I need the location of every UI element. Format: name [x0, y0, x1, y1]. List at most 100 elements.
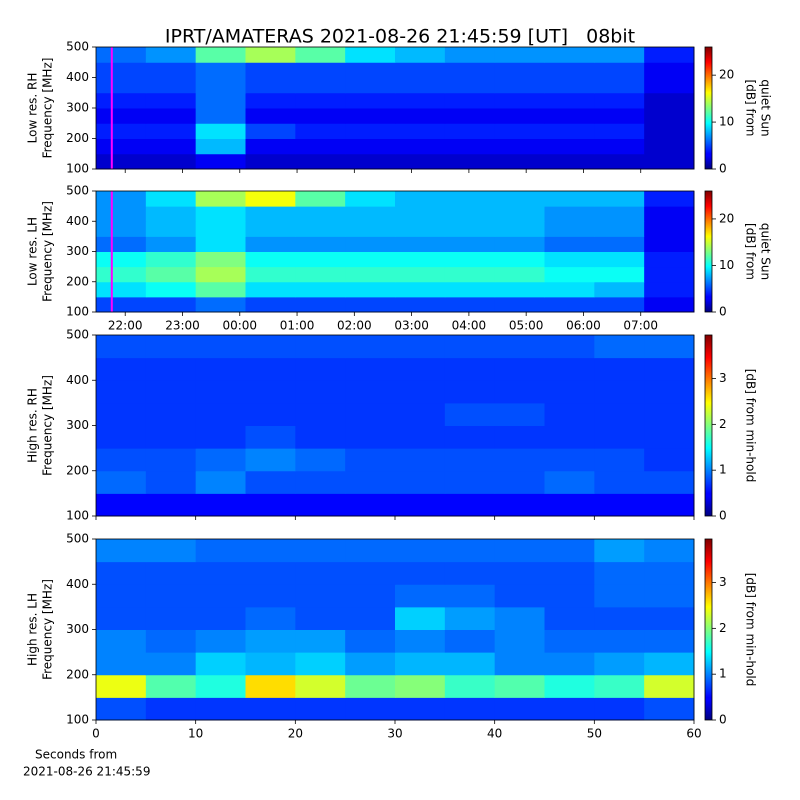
heat-cell: [494, 191, 545, 207]
heat-cell: [195, 674, 246, 698]
heat-cell: [594, 425, 645, 449]
y-tick-label: 300: [66, 418, 89, 432]
heat-cell: [145, 47, 197, 63]
heat-cell: [395, 62, 446, 78]
heat-cell: [345, 629, 396, 653]
heat-cell: [96, 62, 147, 78]
heat-cell: [544, 138, 595, 155]
heat-cell: [544, 674, 595, 698]
heat-cell: [295, 380, 346, 404]
heat-cell: [395, 251, 446, 268]
heat-cell: [96, 380, 147, 404]
heat-cell: [594, 448, 645, 472]
colorbar-label: [dB] from min-hold: [744, 573, 758, 687]
heat-cell: [644, 47, 695, 63]
heat-cell: [145, 561, 197, 585]
heat-cell: [544, 425, 595, 449]
heat-cell: [444, 153, 496, 170]
heat-cell: [494, 123, 545, 139]
heat-cell: [345, 425, 396, 449]
heat-cell: [644, 266, 695, 283]
heat-cell: [544, 493, 595, 517]
heat-cell: [544, 62, 595, 78]
heat-cell: [96, 236, 147, 252]
heat-cell: [96, 221, 147, 237]
heat-cell: [494, 236, 545, 252]
heat-cell: [494, 425, 545, 449]
heat-cell: [195, 123, 246, 139]
heat-cell: [444, 380, 496, 404]
heat-cell: [594, 138, 645, 155]
heat-cell: [544, 584, 595, 608]
heat-cell: [345, 584, 396, 608]
heat-cell: [395, 629, 446, 653]
heat-cell: [295, 652, 346, 676]
heat-cell: [295, 206, 346, 222]
heat-cell: [145, 402, 197, 426]
heat-cell: [145, 674, 197, 698]
heat-cell: [444, 448, 496, 472]
heat-cell: [345, 652, 396, 676]
heat-cell: [444, 493, 496, 517]
heat-cell: [395, 674, 446, 698]
heat-cell: [544, 380, 595, 404]
heat-cell: [145, 236, 197, 252]
heat-cell: [544, 296, 595, 313]
heat-cell: [96, 138, 147, 155]
heat-cell: [544, 92, 595, 109]
heat-cell: [594, 206, 645, 222]
heat-cell: [494, 92, 545, 109]
heat-cell: [245, 402, 296, 426]
heat-cell: [96, 335, 147, 359]
x-tick-label: 07:00: [623, 319, 658, 333]
heat-cell: [195, 606, 246, 630]
colorbar-tick-label: 0: [719, 305, 727, 319]
heat-cell: [295, 606, 346, 630]
heat-cell: [145, 448, 197, 472]
y-tick-label: 300: [66, 101, 89, 115]
heat-cell: [295, 47, 346, 63]
heat-cell: [145, 77, 197, 94]
heat-cell: [195, 539, 246, 563]
heat-cell: [395, 296, 446, 313]
heat-cell: [494, 448, 545, 472]
colorbar: [704, 334, 713, 517]
heat-cell: [594, 584, 645, 608]
heat-cell: [594, 629, 645, 653]
heat-cell: [395, 92, 446, 109]
heat-cell: [345, 108, 396, 124]
y-axis-label: High res. LH: [26, 593, 40, 666]
colorbar-tick-label: 10: [719, 258, 734, 272]
heat-cell: [295, 402, 346, 426]
heat-cell: [494, 108, 545, 124]
heat-cell: [644, 606, 695, 630]
heat-cell: [295, 191, 346, 207]
heat-cell: [145, 206, 197, 222]
y-axis-label: Low res. RH: [26, 73, 40, 144]
heat-cell: [444, 296, 496, 313]
heat-cell: [644, 561, 695, 585]
heat-cell: [444, 584, 496, 608]
heat-cell: [145, 357, 197, 381]
heat-cell: [245, 606, 296, 630]
heat-cell: [444, 108, 496, 124]
heat-cell: [644, 652, 695, 676]
heat-cell: [145, 606, 197, 630]
heat-cell: [245, 153, 296, 170]
heat-cell: [444, 606, 496, 630]
heat-cell: [395, 539, 446, 563]
y-tick-label: 100: [66, 162, 89, 176]
heat-cell: [544, 539, 595, 563]
heat-cell: [444, 470, 496, 494]
heat-cell: [395, 652, 446, 676]
y-axis-label: Frequency [MHz]: [41, 201, 55, 302]
heat-cell: [594, 335, 645, 359]
heat-cell: [345, 606, 396, 630]
heat-cell: [594, 77, 645, 94]
heat-cell: [444, 206, 496, 222]
heat-cell: [494, 335, 545, 359]
heat-cell: [644, 206, 695, 222]
heat-cell: [245, 221, 296, 237]
heat-cell: [444, 123, 496, 139]
heat-cell: [295, 123, 346, 139]
